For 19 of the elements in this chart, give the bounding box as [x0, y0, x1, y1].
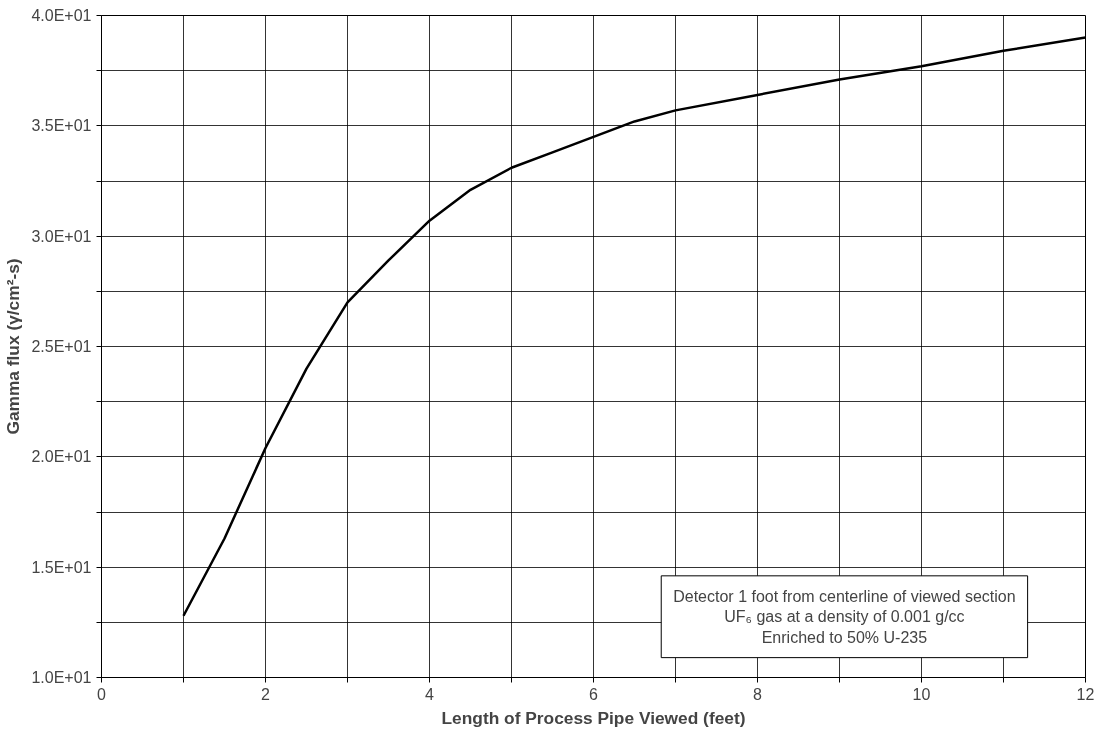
y-tick-label: 3.0E+01: [31, 227, 92, 245]
x-tick-label: 2: [261, 685, 271, 703]
y-tick-label: 4.0E+01: [31, 7, 92, 24]
x-tick-label: 4: [425, 685, 435, 703]
x-tick-label: 10: [912, 685, 931, 703]
annotation: Enriched to 50% U-235: [761, 628, 928, 646]
x-tick-label: 0: [97, 685, 107, 703]
x-tick-label: 6: [589, 685, 599, 703]
annotation: Detector 1 foot from centerline of viewed section: [673, 587, 1016, 605]
y-tick-label: 1.5E+01: [31, 558, 92, 576]
y-tick-label: 2.0E+01: [31, 448, 92, 466]
x-axis-title: Length of Process Pipe Viewed (feet): [441, 707, 746, 728]
x-tick-label: 8: [753, 685, 763, 703]
annotation: UF₆ gas at a density of 0.001 g/cc: [724, 608, 965, 626]
y-tick-label: 2.5E+01: [31, 338, 92, 355]
y-tick-label: 1.0E+01: [31, 669, 92, 686]
y-tick-label: 3.5E+01: [31, 117, 92, 135]
x-tick-label: 12: [1076, 685, 1095, 703]
y-axis-title: Gamma flux (γ/cm²-s): [3, 258, 24, 435]
